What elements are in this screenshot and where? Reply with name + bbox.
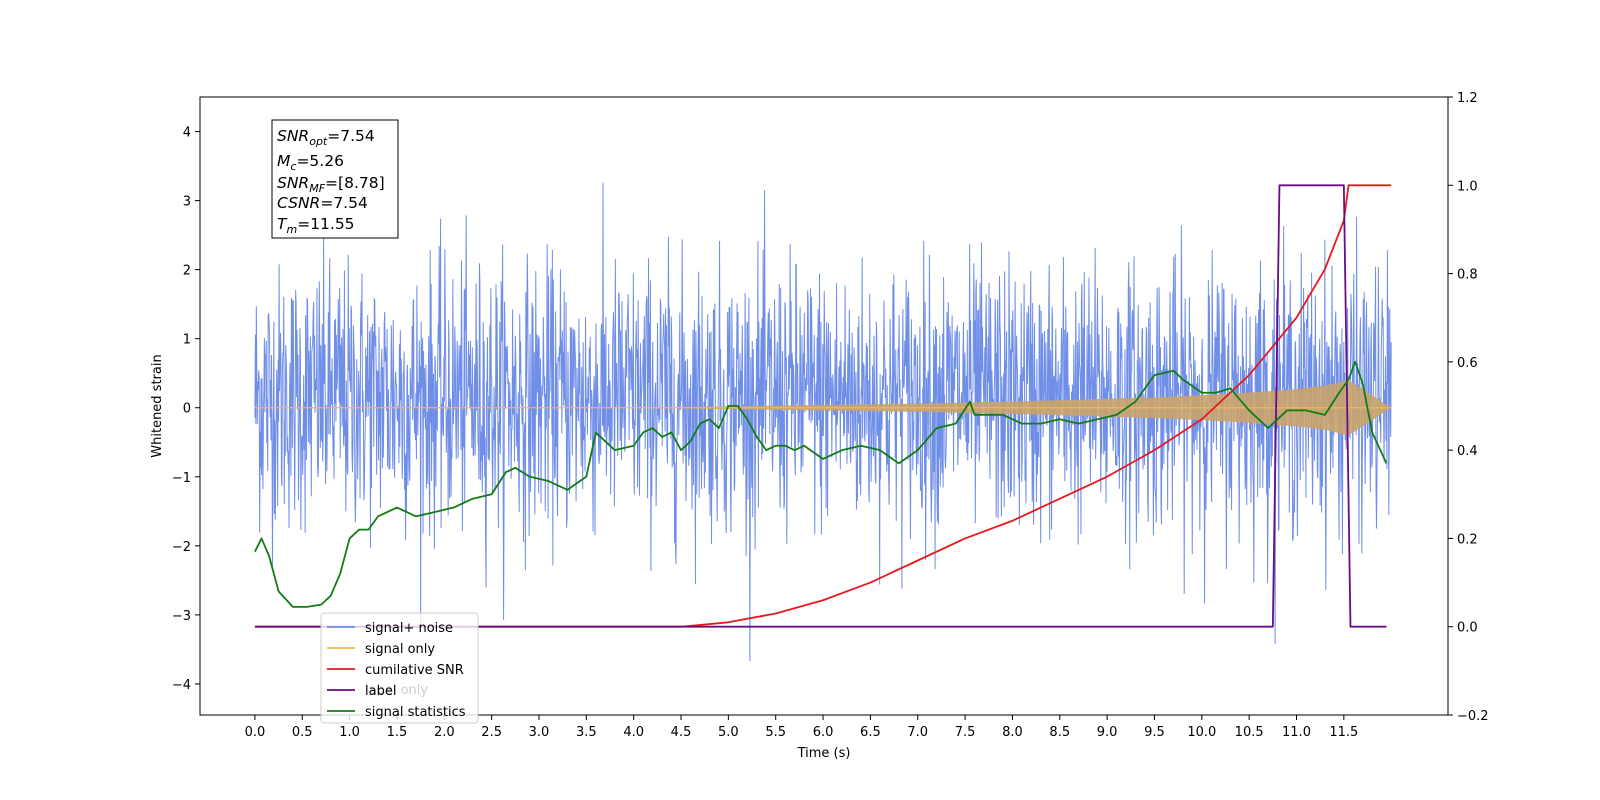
legend-label: signal+ noise: [365, 621, 453, 636]
legend-label: cumilative SNR: [365, 663, 464, 678]
x-tick-label: 10.0: [1187, 725, 1216, 740]
x-tick-label: 5.5: [765, 725, 786, 740]
y-left-tick-label: 3: [183, 195, 191, 210]
y-left-tick-label: −4: [172, 678, 191, 693]
y-right-tick-label: 0.2: [1457, 532, 1478, 547]
legend: label only signal+ noise signal only cumil…: [320, 612, 479, 724]
x-tick-label: 9.0: [1097, 725, 1118, 740]
x-tick-label: 11.5: [1329, 725, 1358, 740]
info-box-frame: [271, 119, 399, 239]
x-tick-label: 3.0: [529, 725, 550, 740]
y-left-tick-label: −1: [172, 471, 191, 486]
info-csnr: CSNR=7.54: [277, 194, 368, 212]
x-tick-label: 10.5: [1235, 725, 1264, 740]
x-tick-label: 2.5: [481, 725, 502, 740]
legend-ghost-label: label only: [365, 683, 428, 698]
x-tick-label: 7.5: [955, 725, 976, 740]
x-tick-label: 4.0: [623, 725, 644, 740]
x-axis-label: Time (s): [797, 746, 851, 761]
info-snr-mf: SNRMF=[8.78]: [277, 174, 385, 195]
y-left-tick-label: −2: [172, 540, 191, 555]
legend-items: signal+ noise signal only cumilative SNR la…: [327, 621, 466, 720]
x-tick-label: 6.0: [813, 725, 834, 740]
y-right-tick-label: 0.6: [1457, 356, 1478, 371]
y-right-tick-label: −0.2: [1457, 709, 1489, 724]
x-tick-label: 11.0: [1282, 725, 1311, 740]
legend-label: signal only: [365, 642, 435, 657]
x-tick-label: 5.0: [718, 725, 739, 740]
x-tick-label: 6.5: [860, 725, 881, 740]
y-right-tick-label: 0.0: [1457, 621, 1478, 636]
series-label: [254, 184, 1387, 628]
x-tick-label: 3.5: [576, 725, 597, 740]
series-signal-noise: [254, 182, 1392, 662]
y-left-tick-label: 0: [183, 402, 191, 417]
x-tick-label: 2.0: [434, 725, 455, 740]
x-tick-label: 4.5: [671, 725, 692, 740]
series-cumilative-snr: [254, 184, 1392, 628]
legend-label: signal statistics: [365, 705, 466, 720]
y-axis-left: 4 3 2 1 0 −1 −2 −3 −4: [172, 126, 200, 693]
x-tick-label: 8.0: [1002, 725, 1023, 740]
y-right-tick-label: 1.2: [1457, 91, 1478, 106]
legend-label: label: [365, 684, 396, 699]
x-tick-label: 1.0: [339, 725, 360, 740]
x-tick-label: 8.5: [1049, 725, 1070, 740]
plot-frame: [199, 96, 1449, 716]
info-box: SNRopt=7.54 Mc=5.26 SNRMF=[8.78] CSNR=7.…: [271, 119, 399, 239]
y-right-tick-label: 0.4: [1457, 444, 1478, 459]
y-right-tick-label: 1.0: [1457, 179, 1478, 194]
y-axis-right: 1.2 1.0 0.8 0.6 0.4 0.2 0.0 −0.2: [1448, 91, 1489, 724]
x-tick-label: 1.5: [387, 725, 408, 740]
series-layer: [254, 182, 1392, 662]
y-left-tick-label: 4: [183, 126, 191, 141]
y-left-tick-label: 1: [183, 333, 191, 348]
x-tick-label: 0.5: [292, 725, 313, 740]
info-mc: Mc=5.26: [277, 152, 344, 173]
series-signal-statistics: [254, 360, 1388, 608]
x-tick-label: 0.0: [245, 725, 266, 740]
legend-frame: [320, 612, 479, 724]
y-left-tick-label: −3: [172, 609, 191, 624]
y-left-tick-label: 2: [183, 264, 191, 279]
x-axis: 0.0 0.5 1.0 1.5 2.0 2.5 3.0 3.5 4.0 4.5 5.0 5.5 6.0 6…: [245, 715, 1358, 740]
y-right-tick-label: 0.8: [1457, 268, 1478, 283]
info-snr-opt: SNRopt=7.54: [277, 127, 375, 148]
info-tm: Tm=11.55: [277, 215, 355, 236]
x-tick-label: 9.5: [1144, 725, 1165, 740]
x-tick-label: 7.0: [907, 725, 928, 740]
y-axis-left-label: Whitened strain: [150, 354, 165, 457]
